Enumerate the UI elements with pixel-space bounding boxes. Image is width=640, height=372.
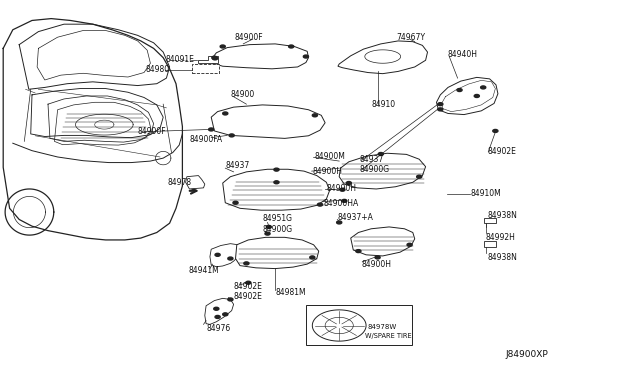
Circle shape	[212, 56, 217, 59]
Circle shape	[215, 315, 220, 318]
Circle shape	[457, 89, 462, 92]
Text: 84900H: 84900H	[362, 260, 392, 269]
Polygon shape	[325, 317, 353, 334]
Polygon shape	[312, 310, 366, 341]
Text: 84902E: 84902E	[488, 147, 516, 156]
Polygon shape	[484, 241, 496, 247]
Text: 84981M: 84981M	[275, 288, 306, 297]
Text: 84902E: 84902E	[234, 292, 262, 301]
Text: 84900F: 84900F	[138, 127, 166, 136]
Circle shape	[337, 221, 342, 224]
Circle shape	[209, 128, 214, 131]
Text: 84937+A: 84937+A	[337, 213, 373, 222]
Circle shape	[493, 129, 498, 132]
Circle shape	[223, 112, 228, 115]
Circle shape	[274, 181, 279, 184]
Text: 84900: 84900	[230, 90, 255, 99]
Circle shape	[214, 307, 219, 310]
Bar	[192, 64, 219, 73]
Circle shape	[378, 153, 383, 155]
Text: 74967Y: 74967Y	[397, 33, 426, 42]
Circle shape	[220, 45, 225, 48]
Circle shape	[342, 199, 347, 202]
Text: W/SPARE TIRE: W/SPARE TIRE	[365, 333, 412, 339]
Circle shape	[417, 175, 422, 178]
Text: J84900XP: J84900XP	[506, 350, 548, 359]
Circle shape	[375, 256, 380, 259]
Circle shape	[228, 257, 233, 260]
Circle shape	[212, 57, 218, 60]
Text: 84902E: 84902E	[234, 282, 262, 291]
Circle shape	[223, 313, 228, 316]
Text: 84990H: 84990H	[326, 185, 356, 193]
Circle shape	[228, 298, 233, 301]
Circle shape	[303, 55, 308, 58]
Polygon shape	[338, 41, 428, 74]
Circle shape	[266, 225, 271, 228]
Text: 84940H: 84940H	[448, 50, 478, 59]
Polygon shape	[198, 56, 218, 63]
Text: 84900HA: 84900HA	[323, 199, 358, 208]
Polygon shape	[484, 218, 496, 223]
Circle shape	[233, 201, 238, 204]
Circle shape	[356, 250, 361, 253]
Text: 84900G: 84900G	[360, 165, 390, 174]
Circle shape	[312, 114, 317, 117]
Circle shape	[310, 256, 315, 259]
Polygon shape	[365, 50, 401, 63]
Circle shape	[246, 281, 251, 284]
Text: 84978: 84978	[168, 178, 192, 187]
Polygon shape	[351, 227, 415, 256]
Text: 84992H: 84992H	[485, 233, 515, 242]
Text: 84900G: 84900G	[262, 225, 292, 234]
Polygon shape	[339, 153, 426, 189]
Text: 84978W: 84978W	[367, 324, 397, 330]
Circle shape	[229, 134, 234, 137]
Circle shape	[481, 86, 486, 89]
Circle shape	[474, 94, 479, 97]
Circle shape	[407, 243, 412, 246]
Circle shape	[289, 45, 294, 48]
Text: 84937: 84937	[360, 155, 384, 164]
Text: 84937: 84937	[225, 161, 250, 170]
Polygon shape	[54, 102, 151, 145]
Circle shape	[274, 168, 279, 171]
Polygon shape	[236, 237, 319, 269]
Text: 84091E: 84091E	[165, 55, 194, 64]
Text: 84941M: 84941M	[189, 266, 220, 275]
Circle shape	[340, 188, 345, 191]
Circle shape	[265, 232, 270, 235]
Text: 84938N: 84938N	[488, 211, 518, 219]
Bar	[306, 305, 412, 345]
Polygon shape	[223, 169, 330, 210]
Text: 84900H: 84900H	[312, 167, 342, 176]
Circle shape	[244, 262, 249, 265]
Polygon shape	[205, 298, 234, 324]
Circle shape	[438, 108, 443, 111]
Circle shape	[438, 103, 443, 106]
Text: 84938N: 84938N	[488, 253, 518, 262]
Text: 84976: 84976	[206, 324, 230, 333]
Polygon shape	[211, 44, 308, 69]
Circle shape	[317, 203, 323, 206]
Circle shape	[346, 182, 351, 185]
Polygon shape	[436, 77, 498, 115]
Polygon shape	[211, 105, 325, 138]
Text: 84910M: 84910M	[470, 189, 501, 198]
Text: 84900F: 84900F	[234, 33, 263, 42]
Text: 84900FA: 84900FA	[189, 135, 223, 144]
Text: 84951G: 84951G	[262, 214, 292, 223]
Text: 84910: 84910	[371, 100, 396, 109]
Text: 84900M: 84900M	[315, 152, 346, 161]
Polygon shape	[186, 176, 205, 189]
Polygon shape	[210, 244, 242, 267]
Circle shape	[215, 253, 220, 256]
Text: 84980: 84980	[146, 65, 170, 74]
